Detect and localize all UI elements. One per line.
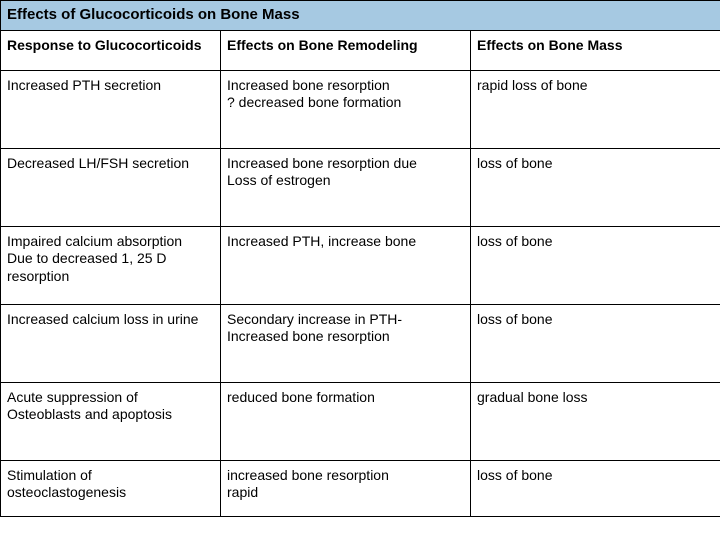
cell-mass: loss of bone bbox=[471, 304, 720, 382]
table-row: Decreased LH/FSH secretion Increased bon… bbox=[1, 148, 720, 226]
cell-remodeling: Secondary increase in PTH-Increased bone… bbox=[221, 304, 471, 382]
cell-mass: loss of bone bbox=[471, 460, 720, 516]
cell-response: Increased PTH secretion bbox=[1, 70, 221, 148]
col-header-response: Response to Glucocorticoids bbox=[1, 30, 221, 70]
cell-response: Stimulation ofosteoclastogenesis bbox=[1, 460, 221, 516]
table-row: Stimulation ofosteoclastogenesis increas… bbox=[1, 460, 720, 516]
cell-response: Impaired calcium absorptionDue to decrea… bbox=[1, 226, 221, 304]
table-row: Increased calcium loss in urine Secondar… bbox=[1, 304, 720, 382]
cell-mass: loss of bone bbox=[471, 148, 720, 226]
col-header-remodeling: Effects on Bone Remodeling bbox=[221, 30, 471, 70]
cell-response: Acute suppression ofOsteoblasts and apop… bbox=[1, 382, 221, 460]
cell-remodeling: Increased bone resorption dueLoss of est… bbox=[221, 148, 471, 226]
table-title: Effects of Glucocorticoids on Bone Mass bbox=[1, 1, 720, 31]
cell-remodeling: increased bone resorptionrapid bbox=[221, 460, 471, 516]
cell-mass: rapid loss of bone bbox=[471, 70, 720, 148]
table-row: Impaired calcium absorptionDue to decrea… bbox=[1, 226, 720, 304]
table-row: Acute suppression ofOsteoblasts and apop… bbox=[1, 382, 720, 460]
table-title-row: Effects of Glucocorticoids on Bone Mass bbox=[1, 1, 720, 31]
col-header-mass: Effects on Bone Mass bbox=[471, 30, 720, 70]
cell-remodeling: Increased bone resorption? decreased bon… bbox=[221, 70, 471, 148]
effects-table: Effects of Glucocorticoids on Bone Mass … bbox=[0, 0, 720, 517]
cell-response: Decreased LH/FSH secretion bbox=[1, 148, 221, 226]
cell-remodeling: Increased PTH, increase bone bbox=[221, 226, 471, 304]
cell-mass: loss of bone bbox=[471, 226, 720, 304]
table-row: Increased PTH secretion Increased bone r… bbox=[1, 70, 720, 148]
cell-remodeling: reduced bone formation bbox=[221, 382, 471, 460]
cell-mass: gradual bone loss bbox=[471, 382, 720, 460]
table-header-row: Response to Glucocorticoids Effects on B… bbox=[1, 30, 720, 70]
cell-response: Increased calcium loss in urine bbox=[1, 304, 221, 382]
